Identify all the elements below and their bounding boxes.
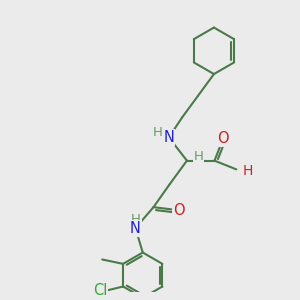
Text: N: N [164,130,174,145]
Text: H: H [194,150,203,163]
Text: H: H [153,126,163,139]
Text: O: O [173,202,184,217]
Text: H: H [243,164,253,178]
Text: O: O [217,131,229,146]
Text: N: N [130,220,141,236]
Text: Cl: Cl [93,284,107,298]
Text: H: H [131,214,141,226]
